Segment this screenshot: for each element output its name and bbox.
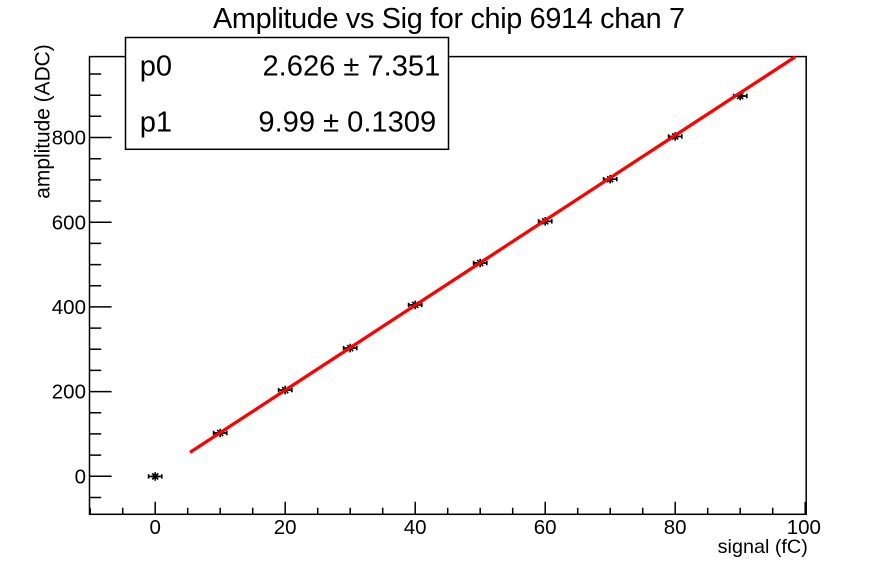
svg-text:0: 0 (149, 516, 160, 539)
svg-text:100: 100 (787, 516, 821, 539)
svg-text:40: 40 (404, 516, 427, 539)
svg-text:p1: p1 (140, 107, 172, 139)
svg-text:2.626 ± 7.351: 2.626 ± 7.351 (263, 51, 441, 83)
svg-text:80: 80 (664, 516, 687, 539)
svg-text:9.99 ± 0.1309: 9.99 ± 0.1309 (258, 107, 436, 139)
svg-text:60: 60 (534, 516, 557, 539)
svg-text:signal (fC): signal (fC) (718, 536, 808, 558)
svg-text:20: 20 (274, 516, 297, 539)
svg-text:400: 400 (52, 296, 86, 319)
svg-text:p0: p0 (140, 51, 172, 83)
svg-text:Amplitude vs Sig for chip 6914: Amplitude vs Sig for chip 6914 chan 7 (213, 3, 685, 35)
svg-text:0: 0 (75, 465, 86, 488)
svg-text:amplitude (ADC): amplitude (ADC) (32, 44, 55, 198)
svg-text:200: 200 (52, 381, 86, 404)
svg-text:600: 600 (52, 211, 86, 234)
svg-text:800: 800 (52, 127, 86, 150)
